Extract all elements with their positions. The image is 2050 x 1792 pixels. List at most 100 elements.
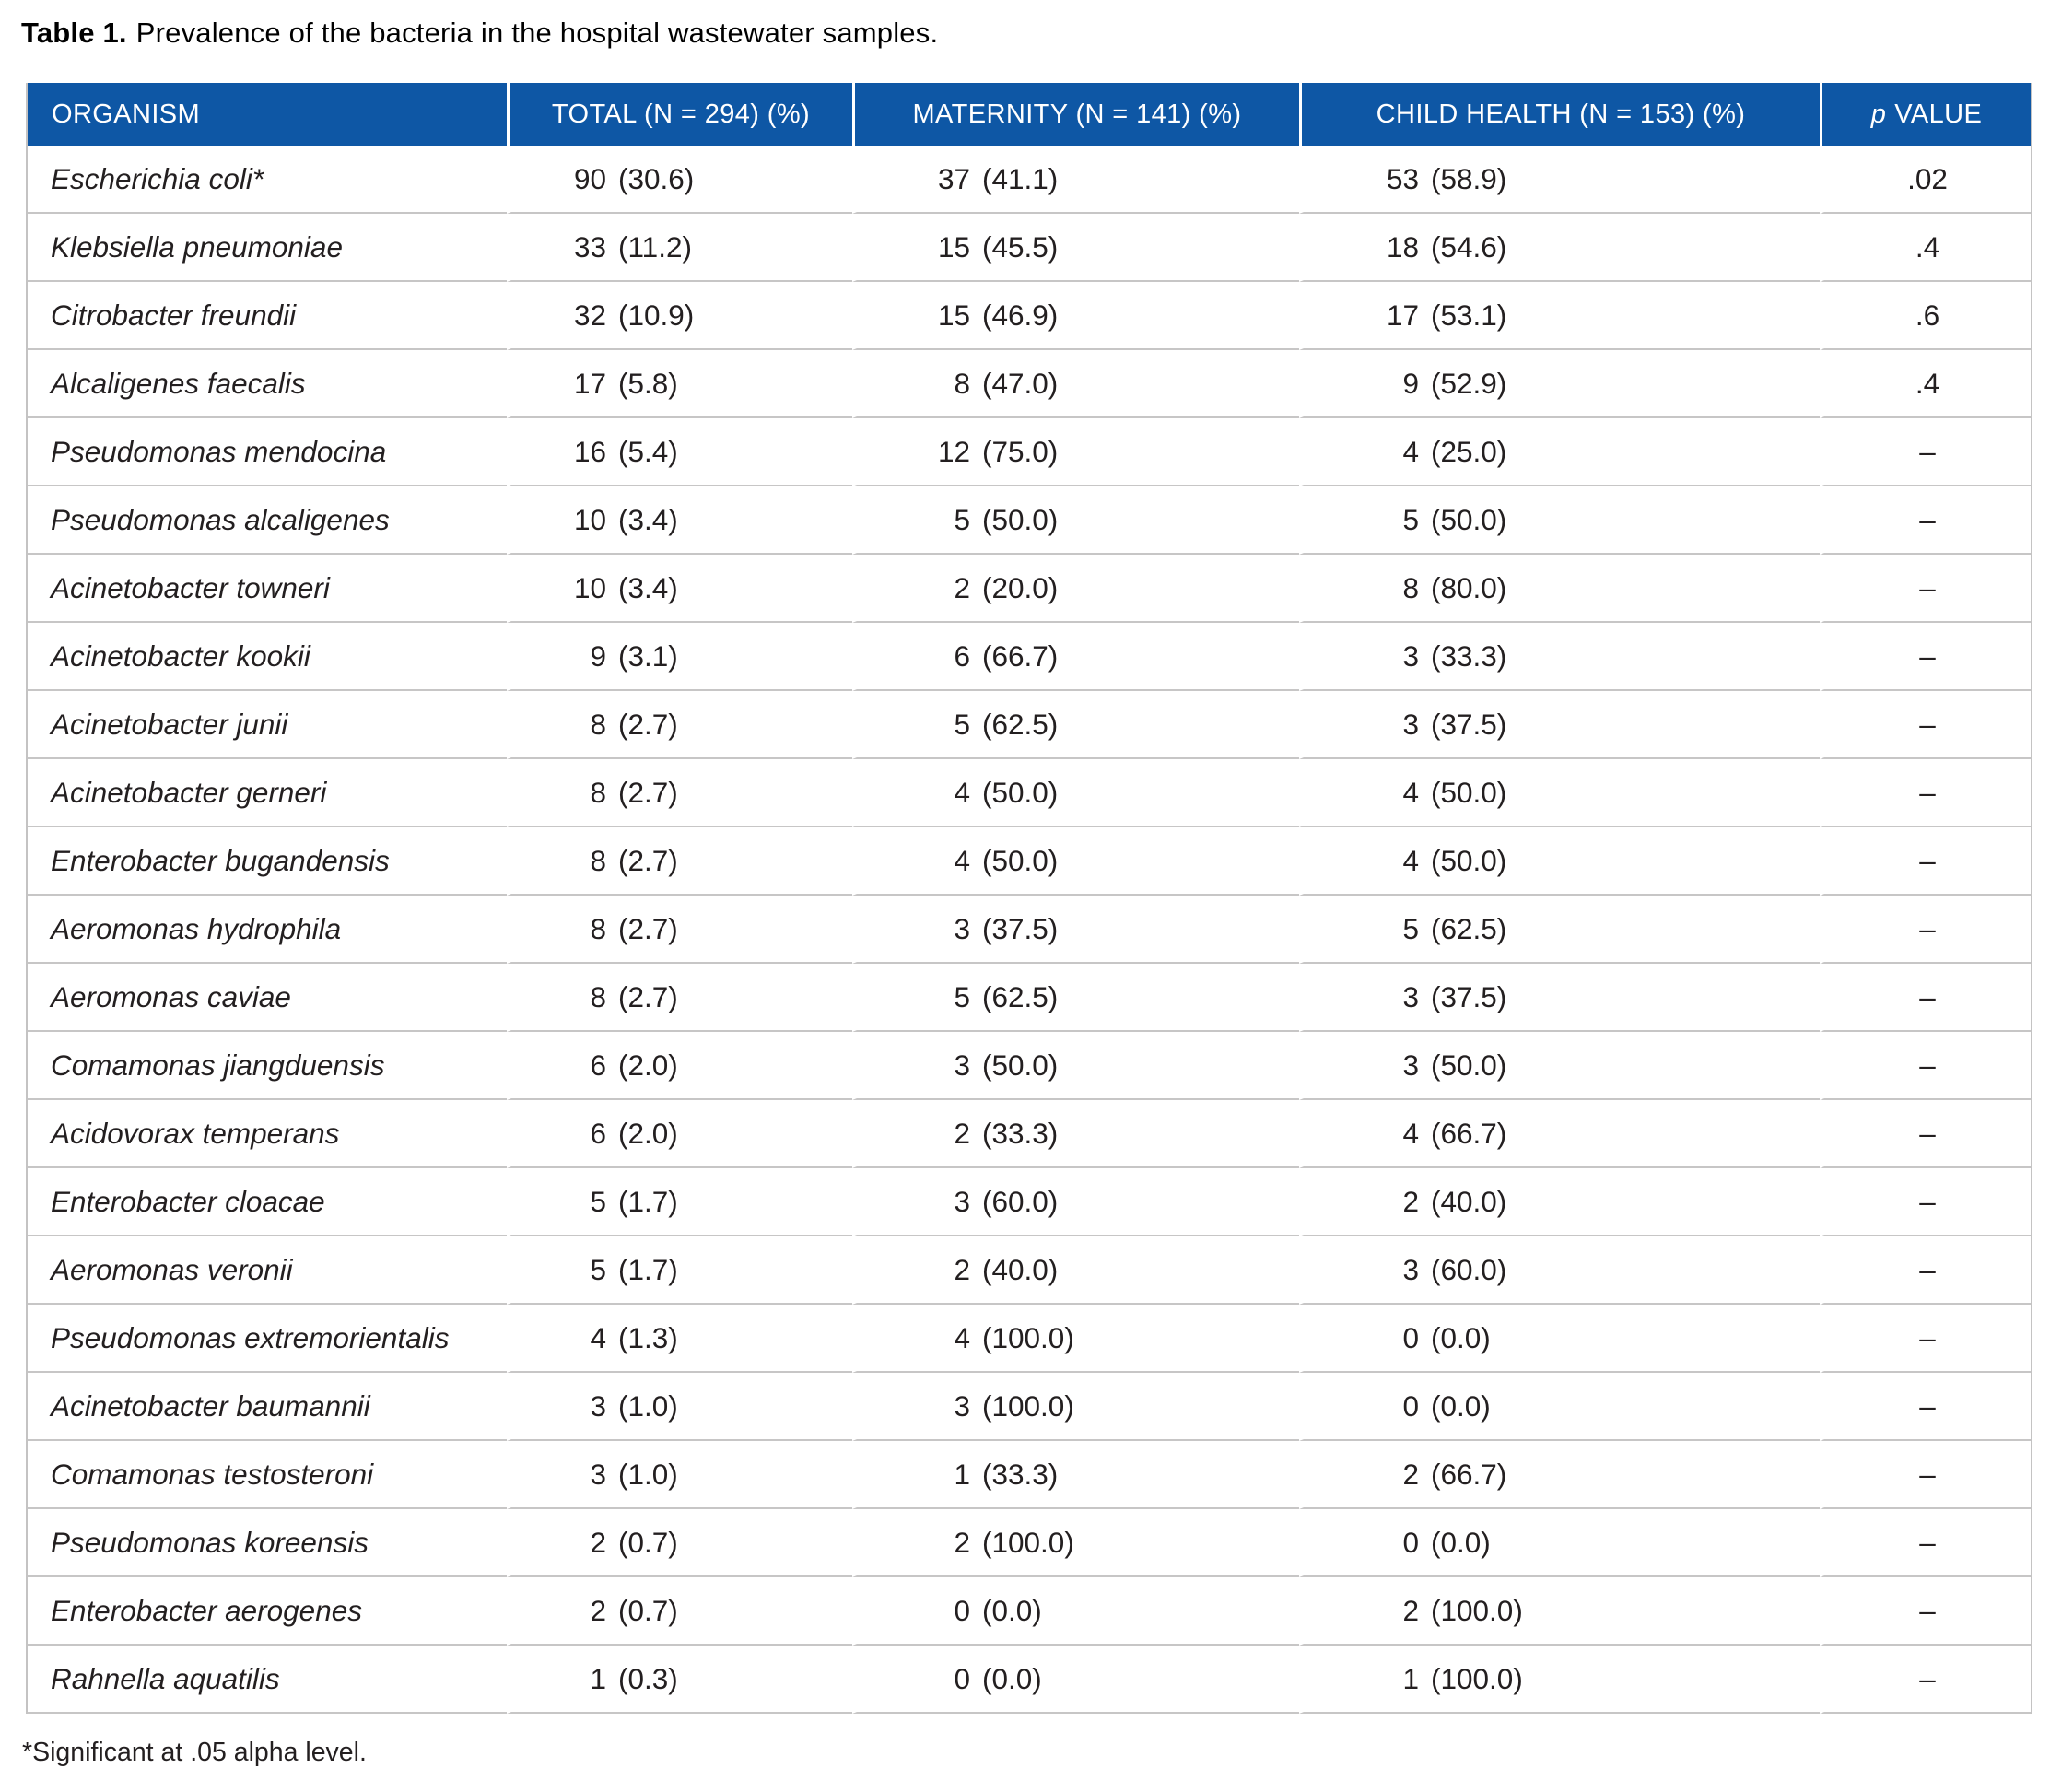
organism-cell: Enterobacter cloacae [28, 1168, 507, 1236]
table-row: Aeromonas veronii 5 (1.7) 2 (40.0) 3 (60.0)… [28, 1236, 2031, 1305]
total-percent: (1.0) [618, 1388, 678, 1423]
child-health-count: 0 [1402, 1320, 1419, 1354]
maternity-cell: 37 (41.1) [852, 146, 1299, 214]
child-health-percent: (25.0) [1431, 434, 1507, 468]
child-health-count: 53 [1386, 161, 1419, 195]
table-row: Rahnella aquatilis 1 (0.3) 0 (0.0) 1 (100.0… [28, 1646, 2031, 1714]
child-health-percent: (100.0) [1431, 1593, 1523, 1627]
maternity-count: 2 [954, 1116, 970, 1150]
child-health-count: 3 [1402, 1048, 1419, 1082]
child-health-percent: (37.5) [1431, 707, 1507, 741]
organism-cell: Pseudomonas alcaligenes [28, 486, 507, 555]
child-health-percent: (50.0) [1431, 502, 1507, 536]
child-health-count: 0 [1402, 1525, 1419, 1559]
organism-cell: Enterobacter aerogenes [28, 1577, 507, 1646]
maternity-cell: 3 (60.0) [852, 1168, 1299, 1236]
table-caption-label: Table 1. [21, 17, 127, 49]
child-health-count: 2 [1402, 1457, 1419, 1491]
child-health-percent: (50.0) [1431, 843, 1507, 877]
child-health-count: 3 [1402, 979, 1419, 1013]
table-row: Enterobacter bugandensis 8 (2.7) 4 (50.0) … [28, 827, 2031, 896]
child-health-cell: 4 (66.7) [1299, 1100, 1820, 1168]
total-percent: (2.0) [618, 1048, 678, 1082]
maternity-percent: (41.1) [982, 161, 1059, 195]
maternity-count: 2 [954, 1252, 970, 1286]
column-header-p-value: p VALUE [1820, 83, 2031, 146]
child-health-percent: (60.0) [1431, 1252, 1507, 1286]
total-percent: (2.7) [618, 911, 678, 945]
organism-cell: Pseudomonas mendocina [28, 418, 507, 486]
maternity-cell: 3 (50.0) [852, 1032, 1299, 1100]
maternity-cell: 0 (0.0) [852, 1577, 1299, 1646]
maternity-percent: (46.9) [982, 298, 1059, 332]
child-health-cell: 0 (0.0) [1299, 1305, 1820, 1373]
total-cell: 8 (2.7) [507, 964, 852, 1032]
table-footnote: *Significant at .05 alpha level. [22, 1738, 367, 1767]
total-cell: 8 (2.7) [507, 759, 852, 827]
maternity-cell: 15 (45.5) [852, 214, 1299, 282]
maternity-count: 4 [954, 1320, 970, 1354]
child-health-cell: 8 (80.0) [1299, 555, 1820, 623]
table-row: Comamonas jiangduensis 6 (2.0) 3 (50.0) 3 (… [28, 1032, 2031, 1100]
organism-cell: Acinetobacter towneri [28, 555, 507, 623]
maternity-percent: (50.0) [982, 843, 1059, 877]
total-count: 8 [590, 707, 606, 741]
total-cell: 6 (2.0) [507, 1100, 852, 1168]
total-count: 10 [573, 570, 606, 604]
p-value-cell: .6 [1820, 282, 2031, 350]
table-row: Acinetobacter baumannii 3 (1.0) 3 (100.0) … [28, 1373, 2031, 1441]
total-cell: 3 (1.0) [507, 1441, 852, 1509]
prevalence-table: ORGANISM TOTAL (N = 294) (%) MATERNITY (… [26, 83, 2032, 1714]
p-value-header-rest: VALUE [1894, 99, 1983, 129]
organism-cell: Comamonas testosteroni [28, 1441, 507, 1509]
maternity-count: 1 [954, 1457, 970, 1491]
maternity-cell: 12 (75.0) [852, 418, 1299, 486]
total-percent: (0.7) [618, 1525, 678, 1559]
total-count: 17 [573, 366, 606, 400]
p-value-cell: – [1820, 1373, 2031, 1441]
maternity-cell: 4 (100.0) [852, 1305, 1299, 1373]
total-cell: 6 (2.0) [507, 1032, 852, 1100]
organism-cell: Acidovorax temperans [28, 1100, 507, 1168]
maternity-percent: (60.0) [982, 1184, 1059, 1218]
table-row: Citrobacter freundii 32 (10.9) 15 (46.9) 1… [28, 282, 2031, 350]
total-cell: 9 (3.1) [507, 623, 852, 691]
maternity-percent: (40.0) [982, 1252, 1059, 1286]
p-value-cell: – [1820, 1168, 2031, 1236]
total-percent: (2.7) [618, 843, 678, 877]
maternity-cell: 0 (0.0) [852, 1646, 1299, 1714]
child-health-percent: (37.5) [1431, 979, 1507, 1013]
child-health-percent: (100.0) [1431, 1661, 1523, 1695]
maternity-count: 8 [954, 366, 970, 400]
maternity-count: 5 [954, 979, 970, 1013]
maternity-percent: (100.0) [982, 1388, 1074, 1423]
maternity-count: 6 [954, 638, 970, 673]
maternity-cell: 2 (100.0) [852, 1509, 1299, 1577]
child-health-percent: (66.7) [1431, 1116, 1507, 1150]
child-health-cell: 5 (62.5) [1299, 896, 1820, 964]
table-row: Alcaligenes faecalis 17 (5.8) 8 (47.0) 9 (5… [28, 350, 2031, 418]
table-caption-text: Prevalence of the bacteria in the hospit… [135, 17, 939, 49]
organism-cell: Comamonas jiangduensis [28, 1032, 507, 1100]
p-value-cell: – [1820, 555, 2031, 623]
total-cell: 17 (5.8) [507, 350, 852, 418]
total-percent: (5.8) [618, 366, 678, 400]
organism-cell: Klebsiella pneumoniae [28, 214, 507, 282]
column-header-total: TOTAL (N = 294) (%) [507, 83, 852, 146]
total-percent: (3.1) [618, 638, 678, 673]
organism-cell: Aeromonas caviae [28, 964, 507, 1032]
child-health-cell: 3 (60.0) [1299, 1236, 1820, 1305]
maternity-cell: 5 (50.0) [852, 486, 1299, 555]
maternity-percent: (20.0) [982, 570, 1059, 604]
child-health-count: 2 [1402, 1593, 1419, 1627]
maternity-percent: (50.0) [982, 1048, 1059, 1082]
maternity-percent: (62.5) [982, 979, 1059, 1013]
total-cell: 10 (3.4) [507, 555, 852, 623]
child-health-count: 1 [1402, 1661, 1419, 1695]
maternity-count: 37 [937, 161, 970, 195]
organism-cell: Aeromonas hydrophila [28, 896, 507, 964]
p-value-header-italic: p [1870, 99, 1887, 129]
child-health-count: 17 [1386, 298, 1419, 332]
child-health-cell: 3 (37.5) [1299, 964, 1820, 1032]
